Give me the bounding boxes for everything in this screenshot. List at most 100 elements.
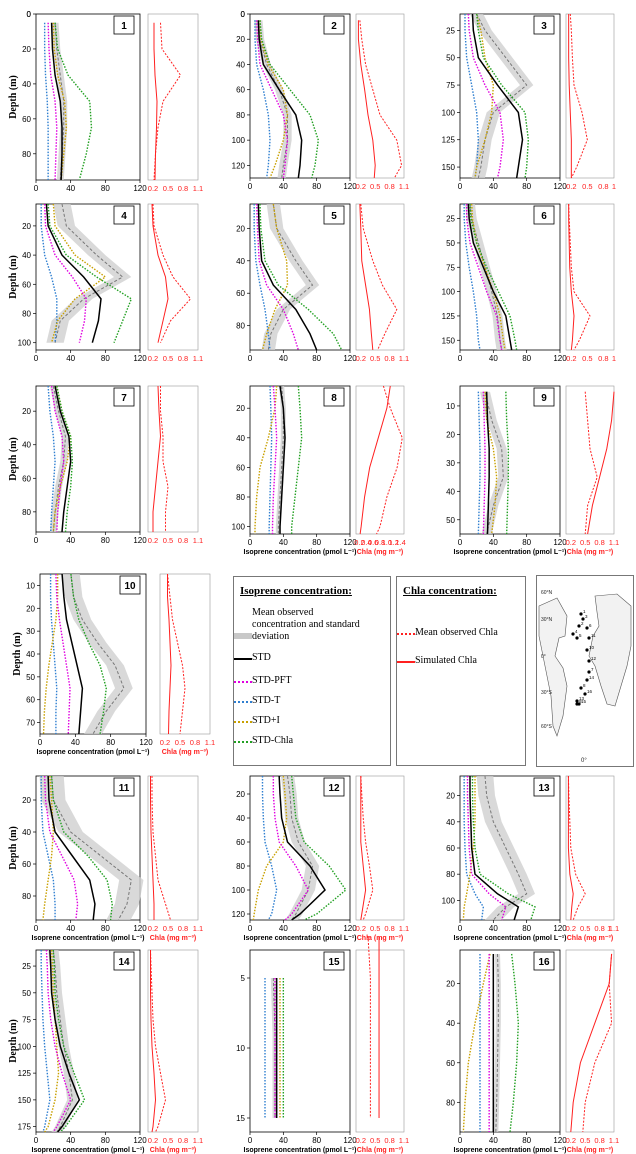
chla-tick-label: 0.2 [148, 184, 158, 193]
chla-tick-label: 0.8 [384, 924, 394, 933]
x-tick-label: 80 [312, 182, 321, 191]
x-tick-label: 80 [312, 1136, 321, 1145]
x-tick-label: 80 [101, 1136, 110, 1145]
y-tick-label: 50 [446, 54, 455, 63]
std-chla-line [475, 13, 530, 179]
chla-tick-label: 1.1 [609, 1136, 619, 1145]
std-line [467, 203, 513, 351]
obs-mean-line [484, 775, 528, 921]
chla-tick-label: 0.5 [582, 182, 592, 191]
std-chla-line [290, 385, 303, 534]
y-tick-label: 25 [22, 962, 31, 971]
station-marker [579, 612, 583, 616]
map-lat-label: 0° [541, 654, 546, 660]
legend-item-std-pft: STD-PFT [234, 675, 291, 686]
chla-simulated-line [587, 391, 615, 535]
obs-sd-band [480, 391, 509, 534]
iso-axes-frame [35, 385, 141, 533]
panel-number-box [113, 205, 135, 225]
y-tick-label: 70 [26, 719, 35, 728]
y-tick-label: 60 [26, 696, 35, 705]
x-tick-label: 80 [522, 182, 531, 191]
panel-number-box [323, 387, 345, 407]
chla-tick-label: 0.8 [594, 924, 604, 933]
y-tick-label: 80 [446, 1098, 455, 1107]
x-tick-label: 40 [279, 538, 288, 547]
x-tick-label: 0 [34, 184, 39, 193]
y-tick-label: 50 [446, 516, 455, 525]
legend-swatch [234, 658, 252, 660]
chla-tick-label: 1.1 [193, 1136, 203, 1145]
station-map: 60°N 30°N 0° 30°S 60°S 0° 1 2 3 4 5 6 7 8 9 10 11 12 13 14 1… [536, 575, 634, 767]
chla-simulated-line [153, 22, 158, 181]
y-tick-label: 0 [241, 10, 246, 19]
std-line [469, 776, 520, 921]
map-lat-label: 60°S [541, 724, 553, 730]
legend-swatch [234, 701, 252, 703]
chla-observed-line [360, 203, 398, 351]
chla-tick-label: 1.1 [609, 924, 619, 933]
std-t-line [253, 204, 271, 351]
x-tick-label: 40 [489, 182, 498, 191]
panel-number: 11 [119, 783, 130, 794]
station-label: 12 [591, 656, 597, 661]
chla-observed-line [367, 935, 371, 1118]
chla-tick-label: 1.1 [193, 924, 203, 933]
panel-number-box [533, 387, 555, 407]
obs-mean-line [257, 20, 288, 179]
x-tick-label: 0 [34, 354, 39, 363]
y-tick-label: 60 [22, 860, 31, 869]
obs-sd-band [261, 204, 320, 350]
std-i-line [52, 22, 68, 181]
station-label: 8 [583, 683, 586, 688]
std-line [50, 22, 63, 181]
iso-axes-frame [459, 13, 561, 179]
legend-swatch [397, 661, 415, 663]
chla-axes-frame [565, 13, 615, 179]
y-tick-label: 100 [232, 886, 246, 895]
x-tick-label: 80 [312, 538, 321, 547]
y-tick-label: 20 [22, 796, 31, 805]
std-i-line [462, 776, 476, 921]
std-line [61, 573, 84, 735]
std-t-line [43, 22, 49, 180]
std-t-line [464, 14, 480, 179]
station-marker [583, 692, 587, 696]
y-tick-label: 125 [18, 1069, 32, 1078]
obs-mean-line [476, 13, 528, 179]
iso-axes-frame [35, 775, 141, 921]
chla-axes-frame [147, 203, 199, 351]
station-marker [587, 636, 591, 640]
chla-tick-label: 1.1 [399, 182, 409, 191]
panel-number-box [323, 777, 345, 797]
legend-item-mean-observed-chla: Mean observed Chla [397, 627, 505, 638]
std-i-line [50, 203, 107, 343]
chla-x-axis-label: Chla (mg m⁻³) [162, 749, 208, 756]
chla-tick-label: 0.5 [580, 1136, 590, 1145]
chla-tick-label: 0.5 [582, 354, 592, 363]
y-tick-label: 100 [442, 288, 456, 297]
y-tick-label: 80 [22, 892, 31, 901]
x-tick-label: 40 [279, 1136, 288, 1145]
station-marker [587, 670, 591, 674]
x-tick-label: 80 [312, 924, 321, 933]
std-i-line [470, 203, 506, 351]
chla-axes-frame [565, 385, 615, 535]
chla-simulated-line [360, 776, 367, 921]
x-tick-label: 120 [343, 924, 357, 933]
y-tick-label: 120 [232, 161, 246, 170]
chla-tick-label: 0.6 [368, 538, 378, 547]
std-t-line [40, 950, 51, 1133]
x-tick-label: 120 [553, 924, 567, 933]
iso-x-axis-label: Isoprene concentration (pmol L⁻¹) [37, 749, 150, 756]
iso-axes-frame [459, 203, 561, 351]
map-lat-label: 60°N [541, 590, 553, 596]
chla-tick-label: 0.8 [178, 536, 188, 545]
y-tick-label: 20 [22, 222, 31, 231]
std-pft-line [271, 385, 278, 534]
y-tick-label: 150 [442, 336, 456, 345]
